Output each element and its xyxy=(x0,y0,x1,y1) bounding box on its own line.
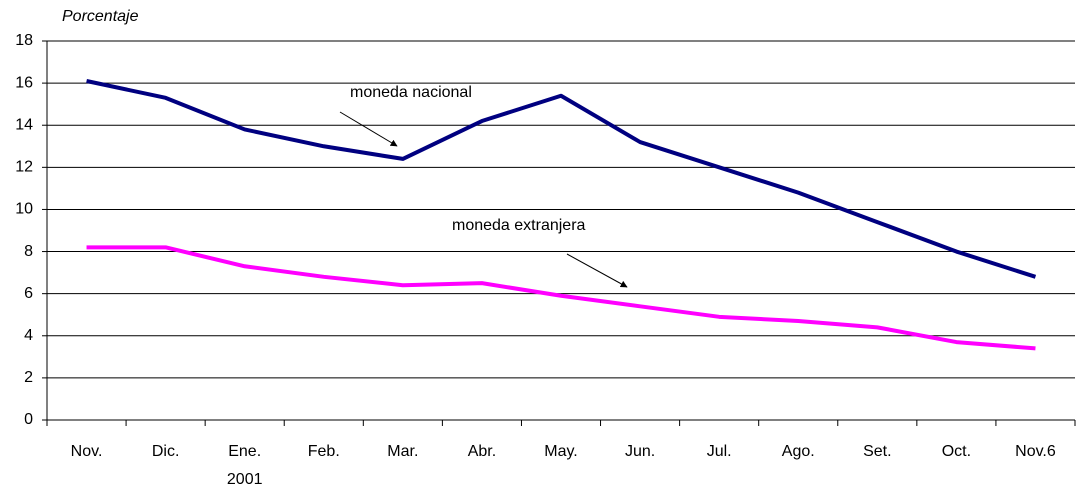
x-tick-label: Jul. xyxy=(707,443,732,460)
x-tick-sublabel: 2001 xyxy=(227,471,263,488)
x-tick-label: Ene. xyxy=(228,443,261,460)
series-label: moneda extranjera xyxy=(452,217,586,234)
series-label: moneda nacional xyxy=(350,84,472,101)
x-tick-label: Jun. xyxy=(625,443,655,460)
y-tick-label: 14 xyxy=(15,116,33,133)
x-tick-label: Abr. xyxy=(468,443,496,460)
y-tick-label: 2 xyxy=(24,369,33,386)
x-tick-label: Ago. xyxy=(782,443,815,460)
y-tick-label: 6 xyxy=(24,285,33,302)
series-line xyxy=(86,79,1037,279)
annotation-arrow xyxy=(566,253,628,288)
y-tick-label: 16 xyxy=(15,74,33,91)
x-tick-label: Feb. xyxy=(308,443,340,460)
x-tick-label: Oct. xyxy=(942,443,971,460)
x-tick-label: Nov. xyxy=(71,443,103,460)
x-tick-label: Set. xyxy=(863,443,891,460)
y-tick-label: 4 xyxy=(24,327,33,344)
y-tick-label: 0 xyxy=(24,411,33,428)
y-tick-label: 8 xyxy=(24,243,33,260)
x-tick-label: Nov.6 xyxy=(1015,443,1056,460)
series-line xyxy=(86,245,1036,351)
x-tick-label: Mar. xyxy=(387,443,418,460)
y-tick-label: 10 xyxy=(15,201,33,218)
annotation-arrow xyxy=(339,111,398,147)
y-axis-label: Porcentaje xyxy=(62,8,139,25)
y-tick-label: 18 xyxy=(15,32,33,49)
x-tick-label: Dic. xyxy=(152,443,180,460)
y-tick-label: 12 xyxy=(15,159,33,176)
x-tick-label: May. xyxy=(544,443,577,460)
